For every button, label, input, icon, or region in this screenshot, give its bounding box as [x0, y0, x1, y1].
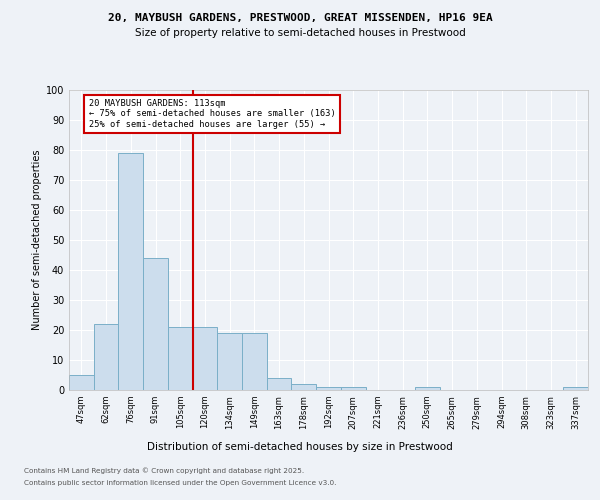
Bar: [118, 153, 143, 390]
Bar: [69, 375, 94, 390]
Bar: [217, 333, 242, 390]
Bar: [341, 387, 365, 390]
Bar: [193, 327, 217, 390]
Bar: [143, 258, 168, 390]
Bar: [242, 333, 267, 390]
Bar: [267, 378, 292, 390]
Y-axis label: Number of semi-detached properties: Number of semi-detached properties: [32, 150, 41, 330]
Text: Contains public sector information licensed under the Open Government Licence v3: Contains public sector information licen…: [24, 480, 337, 486]
Bar: [415, 387, 440, 390]
Bar: [316, 387, 341, 390]
Text: Distribution of semi-detached houses by size in Prestwood: Distribution of semi-detached houses by …: [147, 442, 453, 452]
Bar: [94, 324, 118, 390]
Bar: [168, 327, 193, 390]
Text: Contains HM Land Registry data © Crown copyright and database right 2025.: Contains HM Land Registry data © Crown c…: [24, 467, 304, 473]
Text: Size of property relative to semi-detached houses in Prestwood: Size of property relative to semi-detach…: [134, 28, 466, 38]
Text: 20 MAYBUSH GARDENS: 113sqm
← 75% of semi-detached houses are smaller (163)
25% o: 20 MAYBUSH GARDENS: 113sqm ← 75% of semi…: [89, 99, 335, 129]
Bar: [563, 387, 588, 390]
Bar: [292, 384, 316, 390]
Text: 20, MAYBUSH GARDENS, PRESTWOOD, GREAT MISSENDEN, HP16 9EA: 20, MAYBUSH GARDENS, PRESTWOOD, GREAT MI…: [107, 12, 493, 22]
